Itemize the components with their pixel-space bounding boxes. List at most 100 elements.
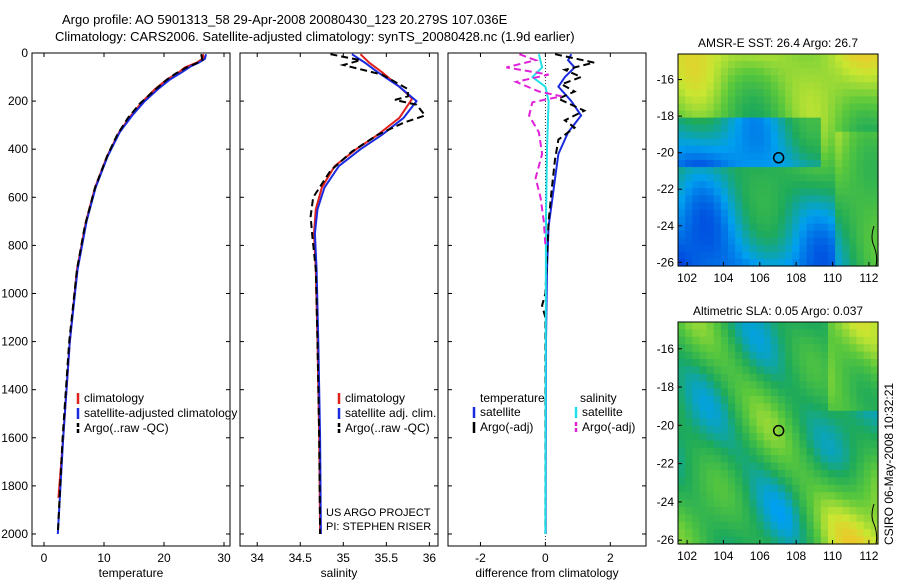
heatmap-cell	[706, 484, 715, 493]
heatmap-cell	[742, 462, 751, 471]
heatmap-cell	[728, 521, 736, 530]
x-tick-label: 108	[786, 271, 806, 285]
heatmap-cell	[863, 462, 872, 471]
heatmap-cell	[763, 174, 772, 182]
heatmap-cell	[735, 462, 743, 471]
heatmap-cell	[685, 244, 693, 253]
heatmap-cell	[713, 54, 722, 62]
heatmap-cell	[735, 447, 743, 456]
heatmap-cell	[799, 251, 808, 260]
legend-entry: climatology	[84, 391, 144, 405]
heatmap-cell	[835, 54, 843, 62]
heatmap-cell	[778, 536, 786, 545]
annotation-project: US ARGO PROJECT	[326, 507, 431, 519]
heatmap-cell	[842, 440, 851, 449]
heatmap-cell	[870, 167, 879, 175]
heatmap-cell	[763, 152, 772, 161]
heatmap-cell	[749, 54, 758, 62]
heatmap-cell	[699, 188, 708, 196]
heatmap-cell	[749, 440, 758, 449]
heatmap-cell	[713, 209, 722, 218]
x-tick-label: 108	[786, 549, 806, 563]
heatmap-cell	[849, 433, 858, 441]
heatmap-cell	[756, 82, 765, 90]
heatmap-cell	[785, 258, 793, 267]
heatmap-cell	[720, 359, 729, 367]
heatmap-cell	[849, 322, 858, 330]
heatmap-cell	[678, 373, 686, 382]
heatmap-cell	[706, 110, 715, 119]
heatmap-cell	[849, 96, 858, 105]
heatmap-cell	[870, 103, 879, 112]
heatmap-cell	[785, 344, 793, 353]
heatmap-cell	[863, 388, 872, 397]
heatmap-cell	[735, 251, 743, 260]
heatmap-cell	[685, 181, 693, 189]
heatmap-cell	[792, 329, 801, 338]
heatmap-cell	[870, 529, 879, 538]
heatmap-cell	[742, 366, 751, 375]
heatmap-cell	[756, 403, 765, 412]
heatmap-cell	[685, 75, 693, 83]
heatmap-cell	[678, 181, 686, 189]
heatmap-cell	[756, 336, 765, 345]
heatmap-cell	[692, 329, 701, 338]
heatmap-cell	[699, 181, 708, 189]
heatmap-cell	[713, 514, 722, 523]
heatmap-cell	[856, 82, 865, 90]
heatmap-cell	[763, 237, 772, 246]
heatmap-cell	[692, 209, 701, 218]
heatmap-cell	[785, 160, 793, 168]
heatmap-cell	[749, 103, 758, 112]
heatmap-cell	[870, 223, 879, 232]
heatmap-cell	[756, 131, 765, 140]
heatmap-cell	[713, 160, 722, 168]
heatmap-cell	[785, 477, 793, 486]
heatmap-cell	[678, 507, 686, 515]
heatmap-cell	[720, 462, 729, 471]
heatmap-cell	[792, 202, 801, 211]
heatmap-cell	[856, 251, 865, 260]
heatmap-cell	[692, 484, 701, 493]
heatmap-cell	[813, 322, 822, 330]
heatmap-cell	[742, 477, 751, 486]
heatmap-cell	[692, 521, 701, 530]
heatmap-cell	[785, 209, 793, 218]
heatmap-cell	[792, 521, 801, 530]
heatmap-cell	[856, 145, 865, 154]
heatmap-cell	[835, 61, 843, 69]
heatmap-cell	[842, 470, 851, 478]
heatmap-cell	[699, 418, 708, 427]
heatmap-cell	[742, 138, 751, 147]
heatmap-cell	[713, 230, 722, 239]
legend-heading-temperature: temperature	[480, 391, 545, 405]
heatmap-cell	[699, 499, 708, 508]
heatmap-cell	[720, 381, 729, 390]
heatmap-cell	[742, 536, 751, 545]
heatmap-cell	[856, 536, 865, 545]
heatmap-cell	[735, 131, 743, 140]
heatmap-cell	[749, 492, 758, 501]
y-tick-label: 2000	[1, 527, 28, 541]
heatmap-cell	[785, 455, 793, 464]
heatmap-cell	[749, 160, 758, 168]
heatmap-cell	[806, 484, 815, 493]
heatmap-cell	[820, 388, 829, 397]
heatmap-cell	[735, 521, 743, 530]
heatmap-cell	[756, 462, 765, 471]
heatmap-cell	[742, 124, 751, 133]
heatmap-cell	[770, 536, 779, 545]
heatmap-cell	[870, 181, 879, 189]
heatmap-cell	[713, 344, 722, 353]
heatmap-cell	[728, 209, 736, 218]
heatmap-cell	[756, 68, 765, 76]
heatmap-cell	[863, 351, 872, 360]
heatmap-cell	[749, 470, 758, 478]
heatmap-cell	[706, 470, 715, 478]
y-tick-label: -24	[657, 495, 675, 509]
heatmap-cell	[749, 433, 758, 441]
heatmap-cell	[763, 110, 772, 119]
heatmap-cell	[835, 103, 843, 112]
heatmap-cell	[735, 202, 743, 211]
heatmap-cell	[699, 174, 708, 182]
